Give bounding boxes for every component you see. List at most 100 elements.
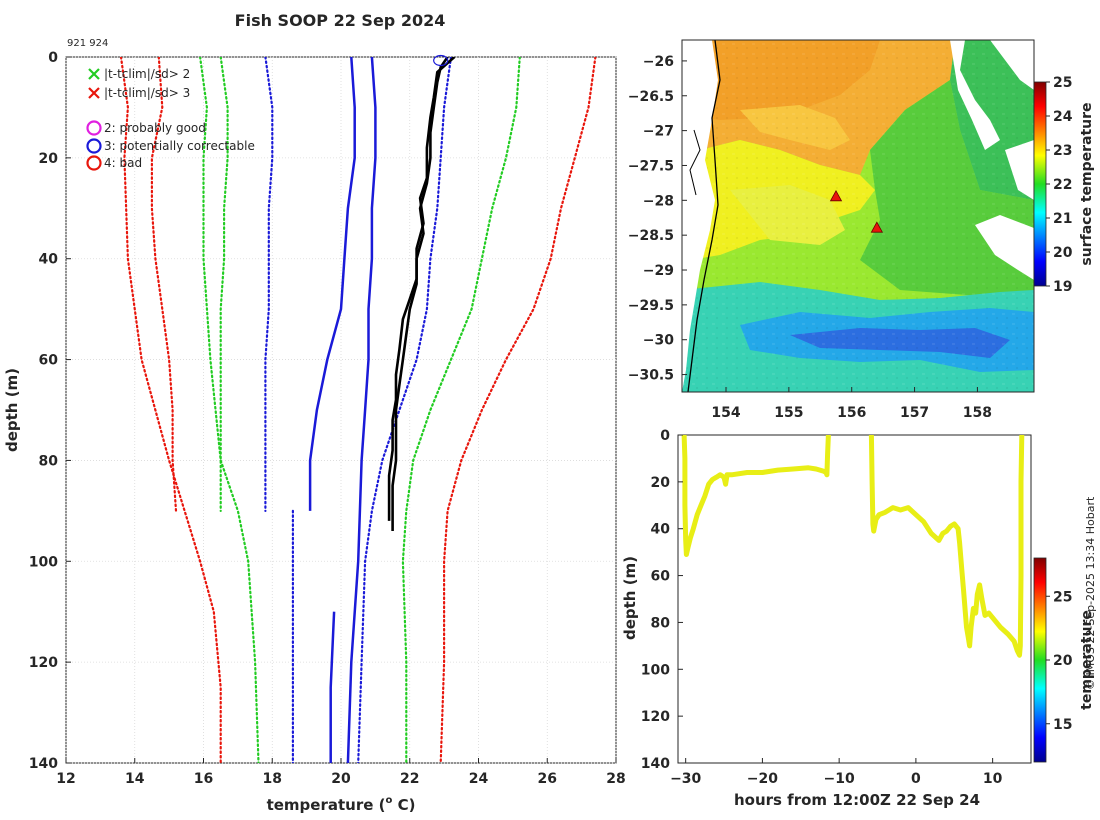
clim-sd3-deep-left: [119, 57, 222, 763]
y-tick-label: 40: [39, 252, 59, 268]
legend-circle-marker: [86, 138, 102, 154]
legend-label: 2: probably good: [104, 121, 206, 135]
clim-sd3-left: [150, 57, 178, 512]
legend-x-marker: [88, 87, 100, 99]
map-x-tick-label: 158: [963, 405, 992, 421]
legend-label: |t-tclim|/sd> 3: [104, 86, 190, 100]
temp-cb-tick-label: 15: [1053, 717, 1072, 733]
dt-x-tick-label: −10: [824, 771, 855, 787]
station-marker: [829, 190, 843, 202]
station-marker: [870, 221, 884, 233]
legend-circle-marker: [86, 155, 102, 171]
x-tick-label: 28: [606, 771, 625, 787]
dt-y-tick-label: 20: [651, 475, 671, 491]
map-y-tick-label: −26.5: [628, 89, 674, 105]
dive-1: [681, 435, 831, 557]
x-tick-label: 26: [538, 771, 557, 787]
clim-sd1-left: [264, 57, 274, 512]
sst-cb-tick-label: 22: [1053, 177, 1072, 193]
profile-grid: [65, 56, 617, 764]
sst-colorbar-ticks: 19 20 21 22 23 24 25: [1046, 75, 1073, 295]
temperature-colorbar-ticks: 15 20 25: [1046, 589, 1073, 733]
map-y-tick-label: −30.5: [628, 368, 674, 384]
sst-cb-tick-label: 23: [1053, 143, 1072, 159]
x-tick-label: 14: [125, 771, 145, 787]
sst-cb-tick-label: 24: [1053, 109, 1073, 125]
depth-time-xlabel: hours from 12:00Z 22 Sep 24: [734, 791, 980, 809]
clim-mean-left: [308, 57, 356, 511]
y-tick-label: 80: [39, 453, 59, 469]
sst-map-axes: 154 155 156 157 158 −26 −26.5 −27 −27.5 −28 −28.5 −…: [628, 39, 1095, 421]
map-y-tick-label: −28: [643, 193, 674, 209]
x-tick-label: 22: [400, 771, 419, 787]
map-ticks: 154 155 156 157 158 −26 −26.5 −27 −27.5 −28 −28.5 −…: [628, 54, 992, 421]
dt-x-tick-label: 0: [911, 771, 921, 787]
depth-time-ylabel: depth (m): [621, 556, 639, 640]
profile-ticks: 12 14 16 18 20 22 24 26 28 0 20 40 60 80 100 120 140: [29, 50, 626, 787]
map-y-tick-label: −26: [643, 54, 674, 70]
climatology-lines: [119, 57, 597, 763]
x-tick-label: 12: [56, 771, 75, 787]
legend-x-marker: [88, 68, 100, 80]
legend: |t-tclim|/sd> 2 |t-tclim|/sd> 3 2: probabl…: [86, 67, 255, 171]
y-tick-label: 20: [39, 151, 59, 167]
profile-924: [387, 57, 456, 521]
profile-lines: [387, 57, 456, 531]
x-tick-label: 16: [194, 771, 213, 787]
clim-sd2-left: [219, 57, 229, 512]
dt-x-tick-label: −20: [747, 771, 778, 787]
temp-cb-tick-label: 20: [1053, 653, 1073, 669]
y-tick-label: 120: [29, 655, 58, 671]
map-x-tick-label: 156: [837, 405, 866, 421]
map-y-tick-label: −28.5: [628, 228, 674, 244]
map-y-tick-label: −27: [643, 124, 674, 140]
map-y-tick-label: −27.5: [628, 158, 674, 174]
temperature-colorbar: [1033, 557, 1047, 763]
x-tick-label: 24: [469, 771, 489, 787]
map-x-tick-label: 154: [711, 405, 740, 421]
temperature-colorbar-label: temperature: [1079, 610, 1095, 710]
sst-cb-tick-label: 20: [1053, 245, 1073, 261]
sst-cb-tick-label: 25: [1053, 75, 1072, 91]
dt-y-tick-label: 40: [651, 522, 671, 538]
x-tick-label: 18: [263, 771, 282, 787]
dt-y-tick-label: 80: [651, 615, 671, 631]
dive-2: [868, 435, 1025, 658]
x-tick-label: 20: [331, 771, 351, 787]
clim-sd2-right: [401, 57, 521, 763]
y-tick-label: 100: [29, 554, 58, 570]
y-tick-label: 0: [48, 50, 58, 66]
legend-label: |t-tclim|/sd> 2: [104, 67, 190, 81]
credit-text: © IMOS 22-Sep-2025 13:34 Hobart: [1084, 496, 1097, 690]
sst-field: [682, 40, 1034, 392]
depth-time-series: [681, 435, 1025, 658]
temp-cb-tick-label: 25: [1053, 589, 1072, 605]
legend-label: 3: potentially correctable: [104, 139, 255, 153]
dt-y-tick-label: 140: [641, 756, 670, 772]
dt-y-tick-label: 60: [651, 569, 671, 585]
map-x-tick-label: 155: [774, 405, 803, 421]
dt-y-tick-label: 100: [641, 662, 670, 678]
profile-ylabel: depth (m): [3, 368, 21, 452]
legend-circle-marker: [86, 120, 102, 136]
sst-colorbar: [1033, 81, 1047, 287]
map-y-tick-label: −30: [643, 333, 674, 349]
sst-colorbar-label: surface temperature: [1079, 102, 1095, 265]
clim-sd2-deep-left: [199, 57, 260, 763]
clim-sd1-right: [357, 57, 453, 763]
y-tick-label: 60: [39, 353, 59, 369]
sst-cb-tick-label: 19: [1053, 279, 1072, 295]
map-y-tick-label: −29: [643, 263, 674, 279]
dt-x-tick-label: 10: [983, 771, 1003, 787]
sst-cb-tick-label: 21: [1053, 211, 1072, 227]
profile-axes: 12 14 16 18 20 22 24 26 28 0 20 40 60 80 100 120 140 tem…: [3, 50, 626, 814]
qc-flag-marker: [433, 54, 449, 67]
clim-mean-deep: [329, 611, 336, 763]
map-stations: [829, 190, 884, 233]
clim-sd3-right: [439, 57, 597, 763]
profile-xlabel: temperature (o C): [267, 795, 416, 814]
profile-ids: 921 924: [67, 38, 108, 49]
dt-y-tick-label: 0: [660, 428, 670, 444]
